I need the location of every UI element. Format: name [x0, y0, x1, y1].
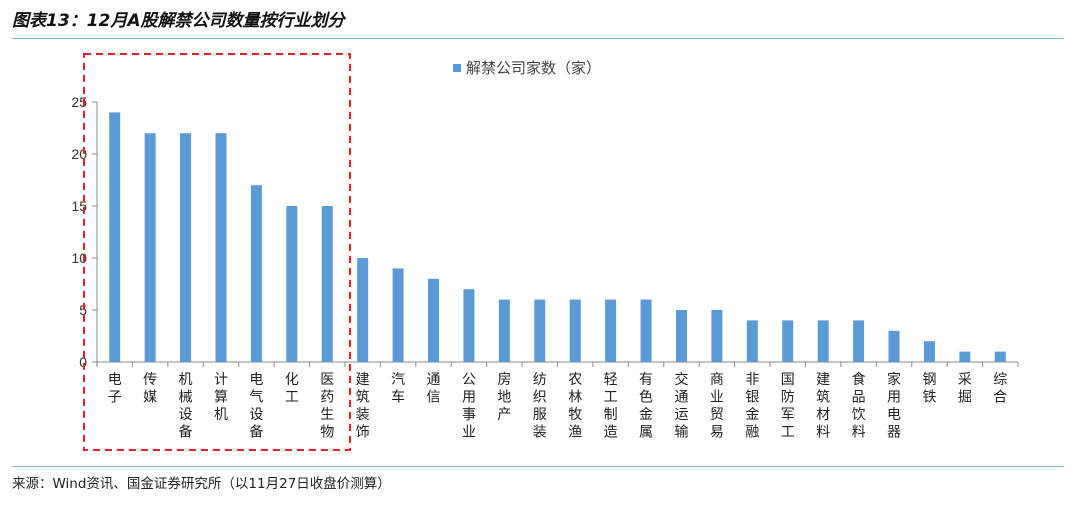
x-tick-label: 电子 — [108, 372, 122, 406]
bar — [959, 351, 971, 362]
x-tick-label: 非银金融 — [745, 372, 759, 441]
bar — [746, 320, 758, 362]
x-tick-label: 轻工制造 — [604, 372, 618, 441]
bar — [392, 268, 404, 362]
figure-title: 图表13：12月A股解禁公司数量按行业划分 — [12, 11, 345, 31]
bar — [569, 299, 581, 362]
x-tick-label: 商业贸易 — [710, 372, 724, 441]
x-tick-label: 医药生物 — [320, 372, 334, 441]
y-tick-label: 5 — [79, 302, 87, 318]
source-rule — [12, 466, 1064, 467]
title-rule — [12, 38, 1064, 39]
x-tick-label: 有色金属 — [639, 372, 653, 441]
bar-chart: 0510152025电子传媒机械设备计算机电气设备化工医药生物建筑装饰汽车通信公… — [71, 53, 1019, 451]
x-tick-label: 综合 — [993, 372, 1007, 406]
x-tick-label: 机械设备 — [179, 372, 193, 441]
bar — [994, 351, 1006, 362]
bar — [498, 299, 510, 362]
x-tick-label: 电气设备 — [249, 372, 263, 441]
bar — [675, 310, 687, 362]
legend-label: 解禁公司家数（家） — [466, 59, 601, 77]
bar — [711, 310, 723, 362]
x-tick-label: 建筑材料 — [816, 372, 830, 441]
x-tick-label: 农林牧渔 — [568, 372, 582, 441]
x-tick-label: 国防军工 — [781, 372, 795, 441]
x-tick-label: 纺织服装 — [533, 372, 547, 441]
bar — [782, 320, 794, 362]
x-tick-label: 交通运输 — [674, 371, 688, 441]
bar — [428, 278, 440, 362]
bar — [286, 206, 298, 362]
x-tick-label: 食品饮料 — [852, 371, 866, 441]
bar — [888, 330, 900, 362]
bar — [250, 185, 262, 362]
bar — [321, 206, 333, 362]
bar — [853, 320, 865, 362]
x-tick-label: 公用事业 — [462, 372, 476, 441]
y-tick-label: 25 — [71, 94, 87, 110]
x-tick-label: 建筑装饰 — [356, 372, 370, 441]
bar — [180, 133, 192, 362]
x-tick-label: 通信 — [427, 372, 441, 406]
bar — [605, 299, 617, 362]
bar — [357, 258, 369, 362]
x-tick-label: 钢铁 — [922, 372, 936, 406]
x-tick-label: 采掘 — [958, 372, 972, 406]
bar — [144, 133, 156, 362]
bar — [109, 112, 121, 363]
legend-swatch — [453, 64, 461, 72]
x-tick-label: 房地产 — [497, 372, 511, 423]
bar — [640, 299, 652, 362]
x-tick-label: 传媒 — [143, 372, 157, 406]
bar — [534, 299, 546, 362]
x-tick-label: 计算机 — [214, 372, 228, 423]
x-tick-label: 家用电器 — [887, 371, 901, 441]
bar — [817, 320, 829, 362]
y-tick-label: 0 — [79, 354, 87, 370]
bar — [463, 289, 475, 362]
x-tick-label: 汽车 — [391, 372, 405, 406]
x-tick-label: 化工 — [285, 372, 299, 406]
bar — [215, 133, 227, 362]
highlight-box — [83, 53, 351, 451]
y-tick-label: 10 — [71, 250, 87, 266]
bar — [923, 341, 935, 362]
source-note: 来源：Wind资讯、国金证券研究所（以11月27日收盘价测算） — [12, 476, 391, 492]
